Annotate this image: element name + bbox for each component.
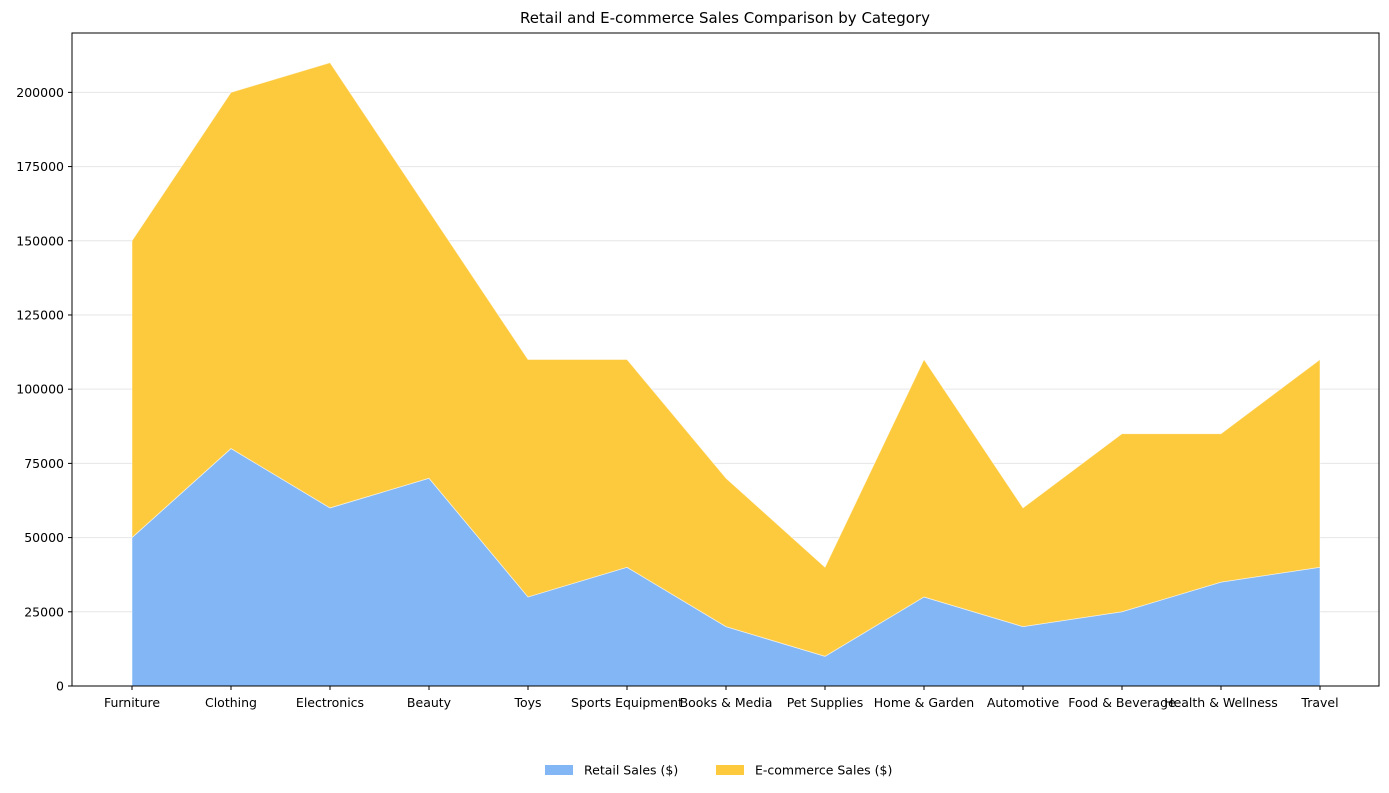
legend-swatch <box>716 765 744 775</box>
x-tick-label: Automotive <box>987 695 1060 710</box>
x-tick-label: Sports Equipment <box>571 695 683 710</box>
y-tick-label: 50000 <box>24 530 64 545</box>
x-tick-label: Home & Garden <box>874 695 974 710</box>
y-tick-label: 200000 <box>16 85 64 100</box>
x-tick-label: Health & Wellness <box>1164 695 1278 710</box>
x-tick-label: Books & Media <box>680 695 773 710</box>
x-tick-label: Food & Beverage <box>1068 695 1176 710</box>
legend-swatch <box>545 765 573 775</box>
area-series <box>131 62 1321 687</box>
x-tick-label: Clothing <box>205 695 257 710</box>
y-tick-label: 25000 <box>24 604 64 619</box>
x-tick-label: Beauty <box>407 695 452 710</box>
x-axis: Furniture Clothing Electronics Beauty Toys Sp… <box>104 686 1339 710</box>
chart-title: Retail and E-commerce Sales Comparison b… <box>520 9 930 27</box>
x-tick-label: Toys <box>513 695 541 710</box>
y-tick-label: 0 <box>56 679 64 694</box>
y-tick-label: 125000 <box>16 307 64 322</box>
y-tick-label: 75000 <box>24 456 64 471</box>
y-tick-label: 150000 <box>16 233 64 248</box>
legend-label: Retail Sales ($) <box>584 763 678 778</box>
x-tick-label: Furniture <box>104 695 160 710</box>
x-tick-label: Pet Supplies <box>787 695 864 710</box>
legend-label: E-commerce Sales ($) <box>755 763 892 778</box>
y-tick-label: 175000 <box>16 159 64 174</box>
x-tick-label: Electronics <box>296 695 364 710</box>
x-tick-label: Travel <box>1300 695 1338 710</box>
y-axis: 0 25000 50000 75000 100000 125000 150000 175000… <box>16 85 72 694</box>
y-tick-label: 100000 <box>16 382 64 397</box>
legend: Retail Sales ($) E-commerce Sales ($) <box>545 763 892 778</box>
area-series-2 <box>131 62 1321 657</box>
